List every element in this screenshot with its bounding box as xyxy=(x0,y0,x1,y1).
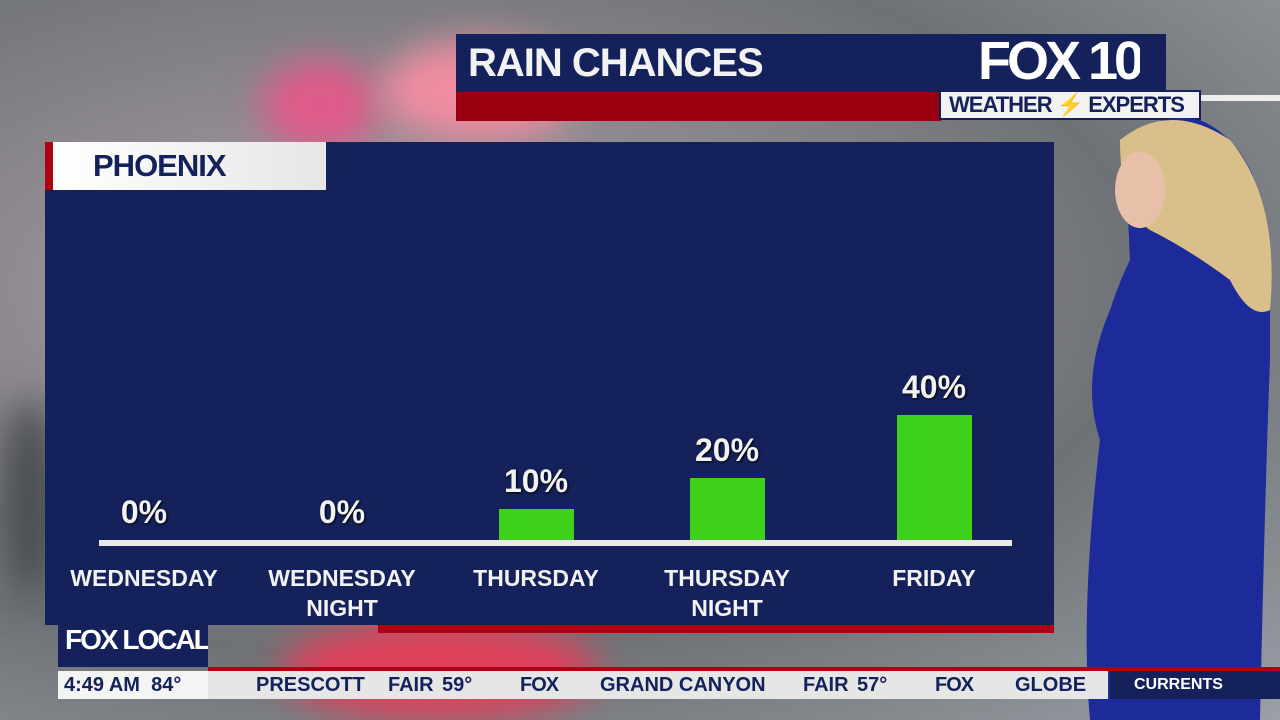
fox-icon: FOX xyxy=(520,674,559,696)
category-label: THURSDAY NIGHT xyxy=(637,563,817,623)
category-label-line: WEDNESDAY xyxy=(70,565,218,591)
fox-icon: FOX xyxy=(935,674,974,696)
data-label: 40% xyxy=(901,369,967,405)
time-temp: 4:49 AM 84° xyxy=(58,671,208,699)
ticker-condition: FAIR xyxy=(803,674,849,696)
data-label: 10% xyxy=(503,462,569,499)
panel-accent xyxy=(378,625,1054,633)
data-label: 20% xyxy=(694,431,760,468)
fox10-logo: FOX 10 xyxy=(978,34,1141,88)
category-label-line: THURSDAY xyxy=(664,565,790,591)
data-label: 0% xyxy=(120,494,168,530)
ticker-accent xyxy=(208,667,1280,671)
title-accent xyxy=(456,92,941,121)
ticker-city: PRESCOTT xyxy=(256,674,365,696)
category-label: WEDNESDAY NIGHT xyxy=(252,563,432,623)
ticker: 4:49 AM 84° PRESCOTT FAIR 59° FOX GRAND … xyxy=(58,671,1108,699)
category-label-line: FRIDAY xyxy=(892,565,976,591)
chart-baseline xyxy=(99,540,1012,546)
page-title: RAIN CHANCES xyxy=(468,41,764,85)
presenter xyxy=(1086,118,1272,720)
divider xyxy=(1201,95,1280,101)
title-bar xyxy=(456,34,1166,92)
weather-experts-logo: WEATHER ⚡ EXPERTS xyxy=(939,90,1201,120)
time: 4:49 AM xyxy=(64,674,140,696)
bar xyxy=(690,477,765,540)
temp: 84° xyxy=(151,674,182,696)
ticker-temp: 59° xyxy=(442,674,473,696)
ticker-city: GRAND CANYON xyxy=(600,674,766,696)
category-label: FRIDAY xyxy=(844,563,1024,593)
category-label-line: NIGHT xyxy=(691,595,763,621)
data-label: 0% xyxy=(318,494,366,530)
bar xyxy=(499,508,574,540)
category-label: WEDNESDAY xyxy=(54,563,234,593)
currents-label: CURRENTS xyxy=(1110,671,1280,699)
ticker-condition: FAIR xyxy=(388,674,434,696)
city-label: PHOENIX xyxy=(45,142,326,190)
ticker-temp: 57° xyxy=(857,674,888,696)
bar xyxy=(897,415,972,540)
category-label: THURSDAY xyxy=(446,563,626,593)
category-label-line: THURSDAY xyxy=(473,565,599,591)
category-label-line: WEDNESDAY xyxy=(268,565,416,591)
category-label-line: NIGHT xyxy=(306,595,378,621)
fox-local-logo: FOX LOCAL xyxy=(58,613,208,667)
ticker-city: GLOBE xyxy=(1015,674,1087,696)
